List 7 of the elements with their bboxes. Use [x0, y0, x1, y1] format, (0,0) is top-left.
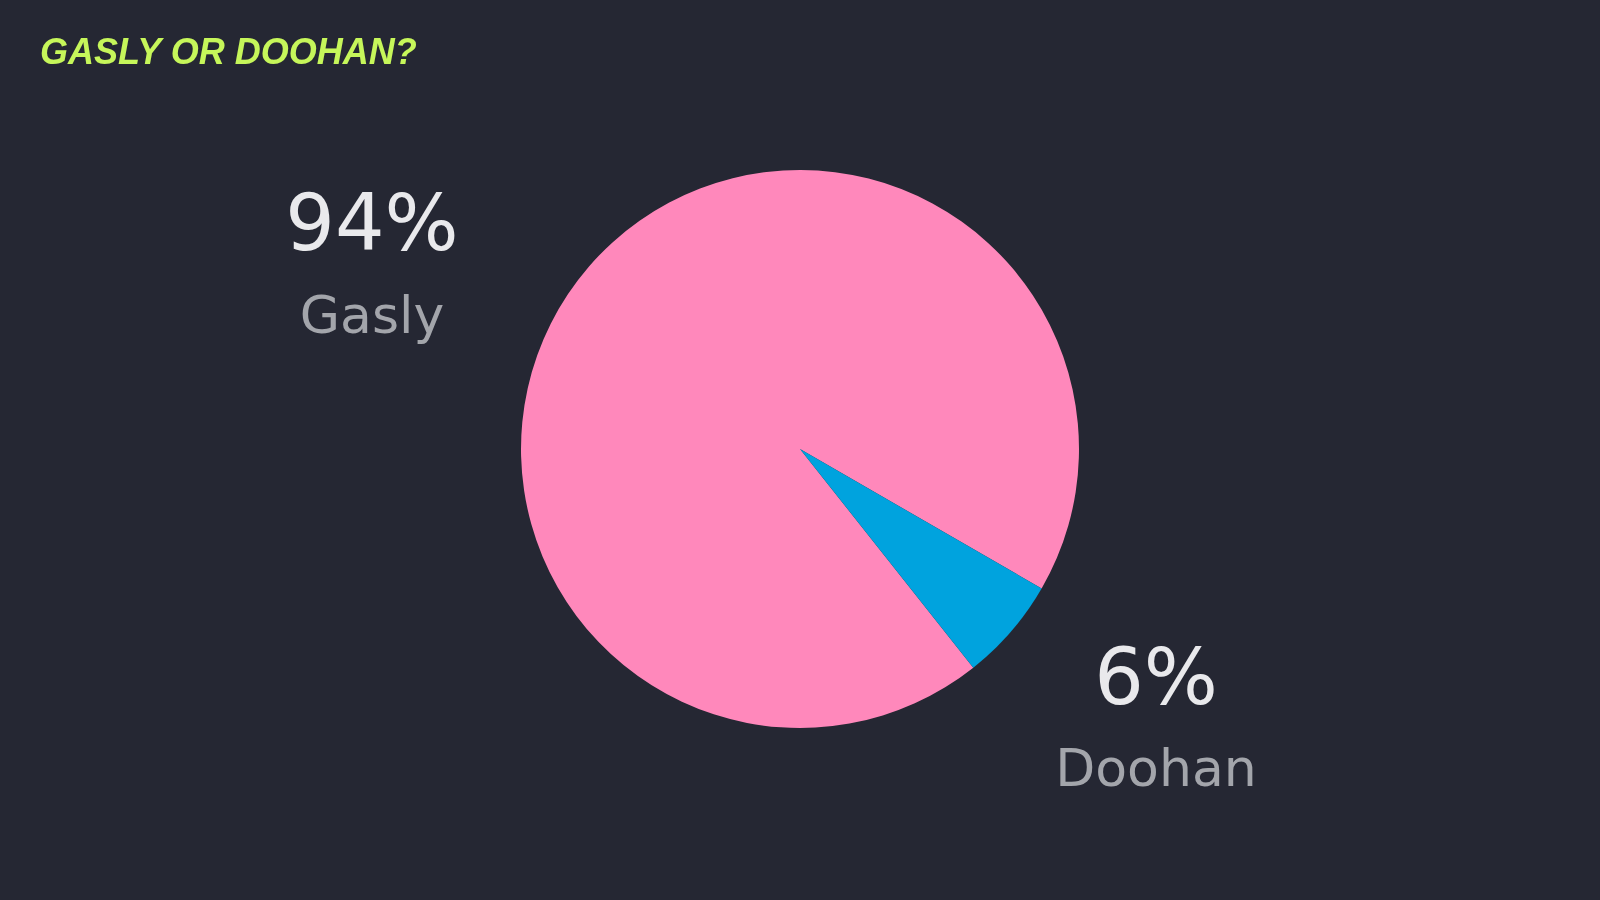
data-label: 94%: [285, 178, 459, 268]
data-label: 6%: [1094, 632, 1218, 722]
slice-label: Doohan: [1055, 738, 1257, 798]
pie-slice: [800, 449, 1042, 668]
pie-slice: [521, 170, 1079, 728]
slice-label: Gasly: [299, 285, 445, 345]
chart-title: GASLY OR DOOHAN?: [40, 31, 417, 72]
